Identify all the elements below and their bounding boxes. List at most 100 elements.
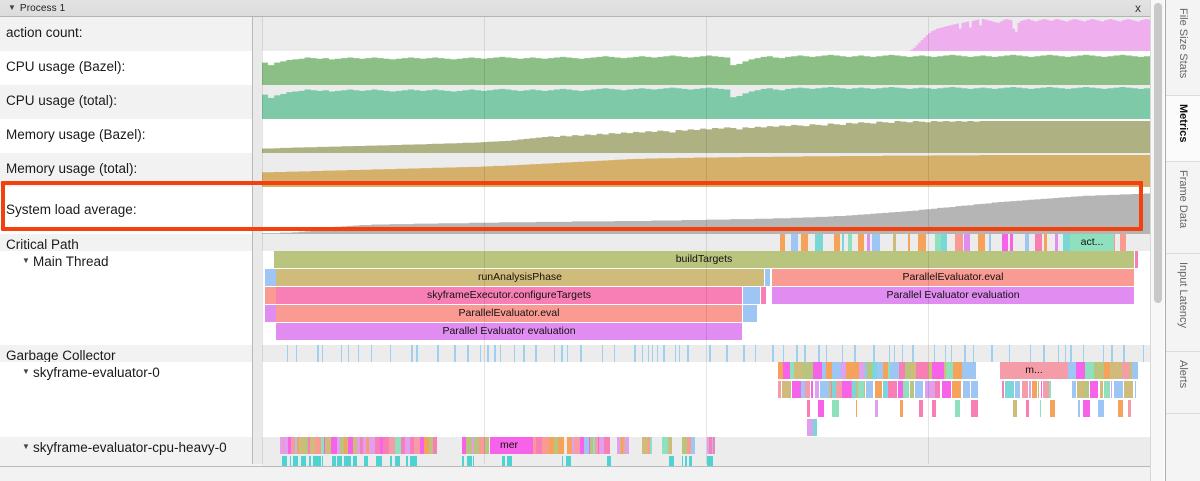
- cpuheavy-slice[interactable]: [304, 437, 305, 454]
- cpuheavy-slice[interactable]: [321, 437, 324, 454]
- cpuheavy-slice[interactable]: [623, 437, 624, 454]
- evaluator-slice[interactable]: [807, 400, 810, 417]
- gc-tick[interactable]: [1111, 345, 1113, 362]
- evaluator-slice[interactable]: [919, 400, 923, 417]
- gc-tick[interactable]: [1070, 345, 1072, 362]
- critical-path-slice[interactable]: [780, 234, 785, 251]
- evaluator-slice[interactable]: [900, 400, 903, 417]
- evaluator-slice[interactable]: [944, 362, 946, 379]
- flame-block[interactable]: [743, 305, 757, 322]
- gc-tick[interactable]: [889, 345, 890, 362]
- triangle-down-icon[interactable]: ▼: [22, 255, 30, 265]
- flame-block[interactable]: [765, 269, 770, 286]
- gc-tick[interactable]: [535, 345, 537, 362]
- critical-path-slice[interactable]: [1035, 234, 1042, 251]
- cpuheavy-slice[interactable]: [299, 437, 304, 454]
- evaluator-slice[interactable]: [932, 362, 944, 379]
- evaluator-slice[interactable]: [905, 362, 911, 379]
- cpuheavy-slice[interactable]: [542, 437, 546, 454]
- cpuheavy-slice[interactable]: [367, 437, 369, 454]
- evaluator-slice[interactable]: [1002, 381, 1004, 398]
- gc-tick[interactable]: [287, 345, 288, 362]
- cpuheavy-slice[interactable]: [549, 437, 554, 454]
- gc-tick[interactable]: [602, 345, 603, 362]
- evaluator-slice[interactable]: [815, 381, 819, 398]
- close-icon[interactable]: x: [1135, 1, 1141, 15]
- cpuheavy-slice[interactable]: [580, 437, 584, 454]
- flame-block-sliver[interactable]: [1135, 251, 1138, 268]
- cpuheavy-slice[interactable]: [401, 437, 405, 454]
- cpuheavy-slice[interactable]: [472, 437, 474, 454]
- cpuheavy-slice[interactable]: [295, 437, 297, 454]
- evaluator-slice[interactable]: [1084, 381, 1089, 398]
- cpuheavy-slice[interactable]: [348, 437, 353, 454]
- cpuheavy-slice[interactable]: [305, 437, 308, 454]
- critical-path-labeled-slice[interactable]: act...: [1070, 234, 1114, 251]
- gc-tick[interactable]: [1083, 345, 1084, 362]
- gc-tick[interactable]: [826, 345, 827, 362]
- cpuheavy-slice[interactable]: [420, 437, 424, 454]
- evaluator-slice[interactable]: [928, 362, 932, 379]
- evaluator-slice[interactable]: [963, 381, 970, 398]
- cpuheavy-slice[interactable]: [357, 437, 360, 454]
- gc-tick[interactable]: [523, 345, 525, 362]
- cpuheavy-slice[interactable]: [284, 437, 288, 454]
- evaluator-slice[interactable]: [1049, 381, 1051, 398]
- gc-tick[interactable]: [322, 345, 323, 362]
- cpuheavy-slice[interactable]: [691, 437, 695, 454]
- cpuheavy-slice[interactable]: [283, 437, 284, 454]
- evaluator-slice[interactable]: [801, 381, 805, 398]
- tab-input-latency[interactable]: Input Latency: [1166, 254, 1200, 352]
- evaluator-slice[interactable]: [1085, 362, 1094, 379]
- cpuheavy-slice[interactable]: [383, 437, 389, 454]
- evaluator-slice[interactable]: [1110, 362, 1122, 379]
- evaluator-slice[interactable]: [1022, 381, 1028, 398]
- flame-block[interactable]: [265, 305, 276, 322]
- evaluator-slice[interactable]: [852, 381, 856, 398]
- gc-tick[interactable]: [679, 345, 680, 362]
- flame-block[interactable]: [265, 269, 276, 286]
- evaluator-slice[interactable]: [1094, 362, 1104, 379]
- evaluator-slice[interactable]: [1083, 400, 1090, 417]
- evaluator-slice[interactable]: [1132, 362, 1138, 379]
- critical-path-slice[interactable]: [842, 234, 844, 251]
- evaluator-slice[interactable]: [783, 362, 790, 379]
- gc-tick[interactable]: [634, 345, 636, 362]
- gc-tick[interactable]: [514, 345, 515, 362]
- critical-path-slice[interactable]: [791, 234, 798, 251]
- evaluator-slice[interactable]: [1041, 381, 1042, 398]
- cpuheavy-slice[interactable]: [288, 437, 291, 454]
- gc-tick[interactable]: [454, 345, 456, 362]
- evaluator-slice[interactable]: [1098, 400, 1104, 417]
- critical-path-slice[interactable]: [1025, 234, 1029, 251]
- critical-path-slice[interactable]: [1044, 234, 1047, 251]
- cpuheavy-slice[interactable]: [340, 437, 344, 454]
- evaluator-slice[interactable]: [1096, 381, 1098, 398]
- gc-tick[interactable]: [348, 345, 349, 362]
- cpuheavy-slice[interactable]: [483, 437, 485, 454]
- cpuheavy-slice[interactable]: [375, 437, 380, 454]
- gc-tick[interactable]: [390, 345, 391, 362]
- gc-tick[interactable]: [1043, 345, 1045, 362]
- gc-tick[interactable]: [894, 345, 895, 362]
- evaluator-slice[interactable]: [1104, 381, 1110, 398]
- track-label-skyframe-evaluator-0[interactable]: ▼ skyframe-evaluator-0: [22, 364, 160, 380]
- evaluator-slice[interactable]: [1043, 381, 1049, 398]
- critical-path-slice[interactable]: [955, 234, 963, 251]
- evaluator-slice[interactable]: [829, 381, 831, 398]
- critical-path-slice[interactable]: [893, 234, 896, 251]
- evaluator-slice[interactable]: [971, 381, 978, 398]
- gc-tick[interactable]: [642, 345, 643, 362]
- critical-path-slice[interactable]: [1002, 234, 1008, 251]
- critical-path-slice[interactable]: [834, 234, 840, 251]
- cpuheavy-slice[interactable]: [595, 437, 598, 454]
- evaluator-slice[interactable]: [910, 381, 914, 398]
- gc-tick[interactable]: [371, 345, 372, 362]
- cpuheavy-slice[interactable]: [429, 437, 433, 454]
- cpuheavy-slice[interactable]: [410, 437, 414, 454]
- cpuheavy-slice[interactable]: [344, 437, 347, 454]
- cpuheavy-slice[interactable]: [593, 437, 595, 454]
- cpuheavy-slice[interactable]: [567, 437, 572, 454]
- evaluator-slice[interactable]: [903, 381, 909, 398]
- evaluator-slice[interactable]: [867, 362, 872, 379]
